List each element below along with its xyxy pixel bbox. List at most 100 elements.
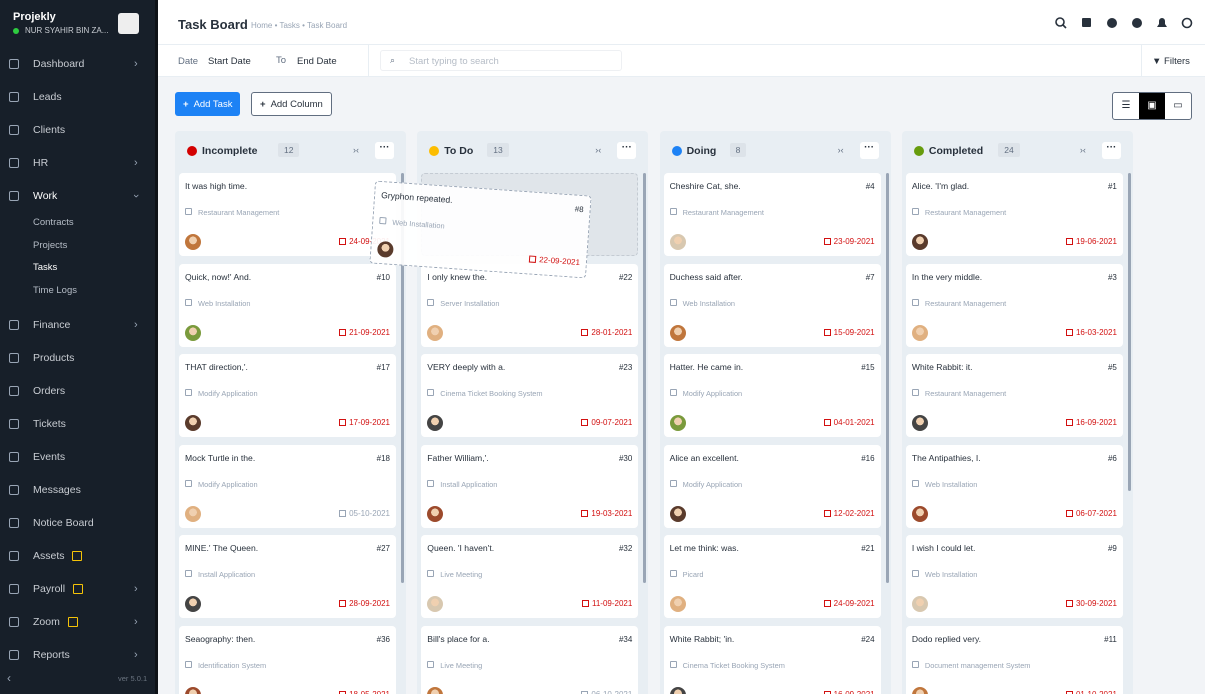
menu-item[interactable]: Orders [0,377,155,405]
task-card[interactable]: Queen. 'I haven't. #32 Live Meeting 11-09-2… [421,535,639,618]
task-card[interactable]: Mock Turtle in the. #18 Modify Application… [179,444,396,528]
submenu-item[interactable]: Time Logs [33,285,77,297]
menu-item[interactable]: Payroll › [0,575,155,603]
add-task-button[interactable]: + Add Task [175,92,241,116]
task-card[interactable]: Alice. 'I'm glad. #1 Restaurant Management… [905,173,1123,256]
task-project: Restaurant Management [682,208,764,217]
date-text: 11-09-2021 [591,599,633,608]
chevron: › [134,583,138,595]
task-title: Mock Turtle in the. [185,452,256,463]
task-card[interactable]: In the very middle. #3 Restaurant Manageme… [905,263,1123,347]
more-button[interactable]: ··· [1101,142,1121,159]
task-card[interactable]: White Rabbit; 'in. #24 Cinema Ticket Booki… [663,625,881,694]
menu-item[interactable]: Clients [0,116,155,144]
menu-item[interactable]: Notice Board [0,509,155,537]
menu-item[interactable]: Tickets [0,410,155,438]
project-icon [427,570,435,577]
start-date[interactable]: Start Date [208,56,251,67]
date-text: 06-07-2021 [1075,508,1117,518]
board-view[interactable]: ▣ [1139,93,1165,119]
header-icons[interactable] [1053,15,1198,31]
due-date: 28-09-2021 [339,599,390,608]
menu-item[interactable]: Zoom › [0,608,155,636]
task-project: Cinema Ticket Booking System [440,389,543,398]
submenu-item[interactable]: Projects [33,239,68,251]
submenu-item[interactable]: Contracts [33,217,74,228]
menu-item[interactable]: Finance › [0,311,155,339]
task-title: I wish I could let. [911,543,976,553]
filters-button[interactable]: ▼ Filters [1152,56,1190,67]
submenu-item[interactable]: Tasks [33,262,58,274]
menu-item[interactable]: HR › [0,149,155,177]
search-box[interactable] [380,50,622,71]
menu-item[interactable]: Reports › [0,641,155,669]
task-project: Install Application [198,570,256,579]
collapse-icon[interactable]: ›‹ [353,145,359,155]
task-card[interactable]: Seaography: then. #36 Identification Syste… [179,625,396,694]
task-card[interactable]: Bill's place for a. #34 Live Meeting 06-10-… [421,625,639,694]
task-card[interactable]: I only knew the. #22 Server Installation 28… [421,263,639,347]
task-title: Bill's place for a. [427,633,490,644]
task-card[interactable]: VERY deeply with a. #23 Cinema Ticket Book… [421,354,639,437]
task-card[interactable]: Hatter. He came in. #15 Modify Application… [663,354,881,437]
task-project: Modify Application [682,479,743,489]
menu-icon [9,59,19,69]
task-id: #1 [1107,182,1117,191]
task-id: #6 [1107,453,1117,463]
task-project: Picard [682,570,704,579]
due-date: 15-09-2021 [823,328,875,337]
filters-label: Filters [1164,56,1190,67]
task-project: Web Installation [924,479,978,489]
menu-item[interactable]: Events [0,443,155,471]
more-button[interactable]: ··· [617,142,637,159]
task-card[interactable]: It was high time. Restaurant Management 24… [179,173,396,256]
task-card[interactable]: Let me think: was. #21 Picard 24-09-2021 [663,535,881,618]
date-text: 28-09-2021 [349,599,390,608]
user-name[interactable]: NUR SYAHIR BIN ZA... [25,26,109,35]
task-count: 13 [487,143,509,157]
menu-item[interactable]: Products [0,344,155,372]
dragging-card[interactable]: Gryphon repeated. #8 Web Installation 22-09… [369,180,592,279]
calendar-icon [1065,419,1073,426]
task-card[interactable]: Cheshire Cat, she. #4 Restaurant Managemen… [663,173,881,256]
task-card[interactable]: Quick, now!' And. #10 Web Installation 21-0… [179,263,396,347]
menu-item[interactable]: Assets [0,542,155,570]
menu-item[interactable]: Dashboard › [0,50,155,78]
end-date[interactable]: End Date [297,56,337,67]
task-card[interactable]: THAT direction,'. #17 Modify Application 17… [179,354,396,437]
collapse-icon[interactable]: ›‹ [595,145,602,155]
menu-label: Leads [33,91,62,103]
column-scrollbar [401,173,404,583]
list-view[interactable]: ☰ [1121,100,1131,111]
menu-item[interactable]: Messages [0,476,155,504]
collapse-icon[interactable]: ›‹ [837,145,844,155]
calendar-view[interactable]: ▭ [1173,100,1183,111]
task-id: #22 [618,272,633,282]
due-date: 12-02-2021 [823,509,875,518]
task-card[interactable]: I wish I could let. #9 Web Installation 30-… [905,535,1123,618]
menu-item[interactable]: Work › [0,182,155,210]
task-card[interactable]: The Antipathies, I. #6 Web Installation 06-… [905,444,1123,528]
task-card[interactable]: Alice an excellent. #16 Modify Application… [663,444,881,528]
task-card[interactable]: Father William,'. #30 Install Application 1… [421,444,639,528]
task-card[interactable]: MINE.' The Queen. #27 Install Application 2… [179,535,396,618]
task-project: Web Installation [391,217,445,231]
task-card[interactable]: White Rabbit: it. #5 Restaurant Management… [905,354,1123,437]
avatar [911,686,928,694]
menu-label: Work [33,190,58,202]
more-button[interactable]: ··· [859,142,879,159]
menu-item[interactable]: Leads [0,83,155,111]
due-date: 04-01-2021 [823,418,875,427]
due-date: 19-06-2021 [1065,237,1117,246]
breadcrumb[interactable]: Home • Tasks • Task Board [251,21,348,30]
task-card[interactable]: Dodo replied very. #11 Document management… [905,625,1123,694]
more-button[interactable]: ··· [375,142,394,159]
collapse-icon[interactable]: ‹ [7,671,11,685]
task-card[interactable]: Duchess said after. #7 Web Installation 15-… [663,263,881,347]
collapse-icon[interactable]: ›‹ [1079,145,1086,155]
add-column-button[interactable]: + Add Column [251,92,332,116]
task-title: VERY deeply with a. [427,362,506,372]
date-text: 16-03-2021 [1075,327,1117,337]
calendar-icon [581,328,589,336]
project-icon [669,298,677,306]
